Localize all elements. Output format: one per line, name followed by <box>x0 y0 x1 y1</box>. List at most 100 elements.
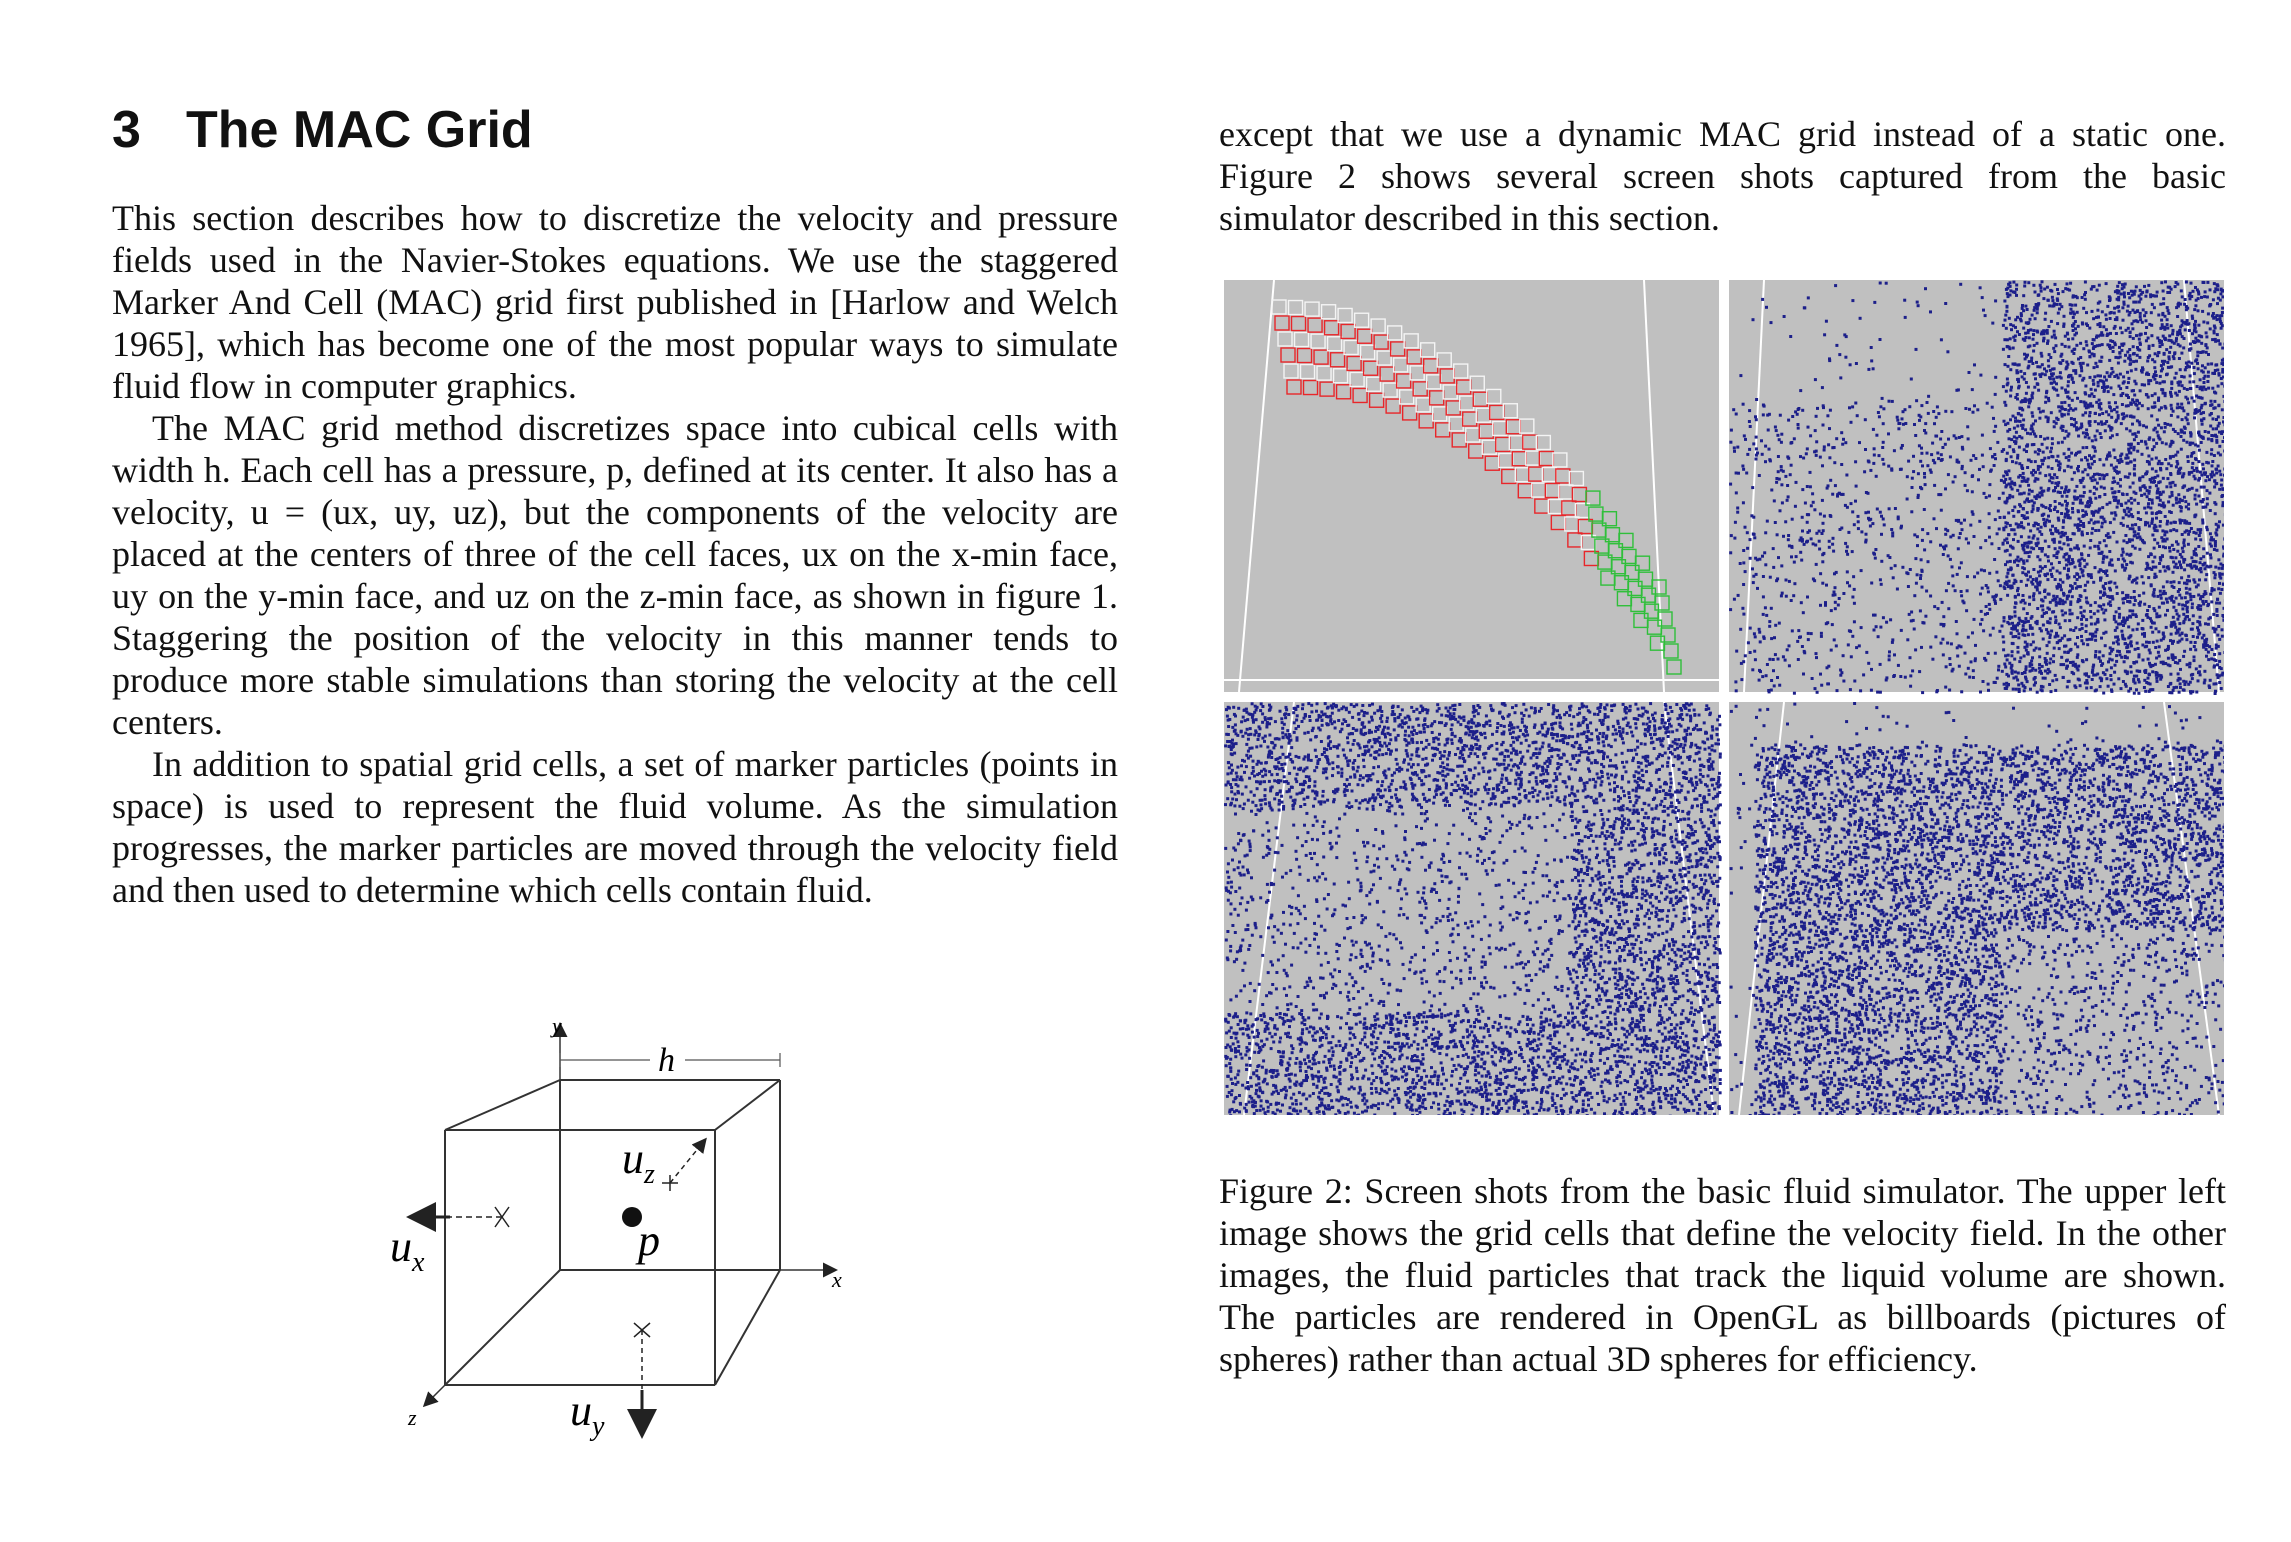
particle <box>2199 406 2203 410</box>
particle <box>2202 602 2206 606</box>
grid-cell <box>1352 387 1368 404</box>
particle <box>1988 535 1991 539</box>
particle <box>2016 453 2020 457</box>
particle <box>2003 662 2007 666</box>
particle <box>2115 470 2118 474</box>
particle <box>2086 643 2090 647</box>
particle <box>2019 400 2023 404</box>
particle <box>2068 619 2072 623</box>
particle <box>2131 345 2135 349</box>
particle <box>2026 516 2030 520</box>
particle <box>1879 582 1883 586</box>
particle <box>1933 483 1937 487</box>
particle <box>2079 498 2083 502</box>
particle <box>2186 364 2190 368</box>
particle <box>2005 548 2009 552</box>
particle <box>2166 685 2170 688</box>
particle <box>2024 428 2028 432</box>
particle <box>2084 596 2088 600</box>
particle <box>2089 576 2093 579</box>
particle <box>1852 620 1856 624</box>
particle <box>2170 407 2174 411</box>
particle <box>2044 400 2048 404</box>
grid-cell <box>1663 643 1679 659</box>
particle <box>2040 442 2044 446</box>
particle <box>2014 440 2018 444</box>
particle <box>2159 406 2163 410</box>
particle <box>1971 676 1975 679</box>
particle <box>2210 589 2214 593</box>
particle <box>2190 470 2194 474</box>
particle <box>2032 283 2036 287</box>
particle <box>2060 440 2064 444</box>
particle <box>1991 626 1995 630</box>
particle <box>1909 619 1913 623</box>
particle <box>2203 401 2207 405</box>
particle <box>1970 388 1974 392</box>
particle <box>1599 955 1603 959</box>
particle <box>2127 625 2131 629</box>
particle <box>2170 340 2174 344</box>
particle <box>2007 622 2011 626</box>
particle <box>2072 369 2076 373</box>
particle <box>1825 666 1829 670</box>
particle <box>1978 467 1981 471</box>
particle <box>1924 287 1927 291</box>
particle <box>2176 315 2180 318</box>
particle <box>2194 319 2197 323</box>
particle <box>2153 575 2157 579</box>
particle <box>2129 634 2133 638</box>
particle <box>2091 338 2095 342</box>
particle <box>2060 655 2064 659</box>
particle <box>2005 305 2009 309</box>
particle <box>1797 629 1801 633</box>
particle <box>1820 498 1824 502</box>
particle <box>1869 346 1873 349</box>
particle <box>1849 502 1853 506</box>
particle <box>2150 457 2154 461</box>
particle <box>2161 592 2165 596</box>
particle <box>1775 480 1779 484</box>
particle <box>2178 659 2182 662</box>
particle <box>2055 382 2058 386</box>
particle <box>1885 676 1889 680</box>
particle <box>1928 468 1932 472</box>
particle <box>2135 641 2139 645</box>
particle <box>2080 634 2083 638</box>
particle <box>1893 564 1897 568</box>
particle <box>2030 499 2034 503</box>
particle <box>1236 1023 1240 1026</box>
particle <box>1827 545 1831 549</box>
particle <box>2173 656 2177 660</box>
particle <box>2146 407 2150 411</box>
particle <box>2162 325 2166 329</box>
particle <box>2009 394 2013 398</box>
particle <box>2180 351 2184 355</box>
particle <box>2019 557 2023 561</box>
particle <box>1814 453 1818 457</box>
particle <box>1994 424 1998 428</box>
particle <box>2205 295 2209 299</box>
particle <box>2150 467 2154 471</box>
particle <box>2203 295 2207 299</box>
particle <box>2156 462 2160 466</box>
particle <box>2221 375 2224 379</box>
particle <box>2109 331 2112 335</box>
particle <box>2022 514 2026 518</box>
particle <box>2004 423 2008 427</box>
particle <box>2199 595 2203 599</box>
particle <box>2022 561 2026 565</box>
particle <box>2130 322 2134 326</box>
particle <box>2215 614 2219 617</box>
particle <box>2223 384 2224 388</box>
particle <box>2138 315 2142 319</box>
particle <box>1859 689 1863 693</box>
particle <box>2205 460 2209 464</box>
particle <box>1796 408 1800 411</box>
particle <box>1791 415 1795 418</box>
particle <box>1969 660 1973 664</box>
particle <box>1923 472 1926 475</box>
particle <box>2164 613 2167 617</box>
particle <box>2043 660 2047 664</box>
particle <box>2166 644 2170 648</box>
